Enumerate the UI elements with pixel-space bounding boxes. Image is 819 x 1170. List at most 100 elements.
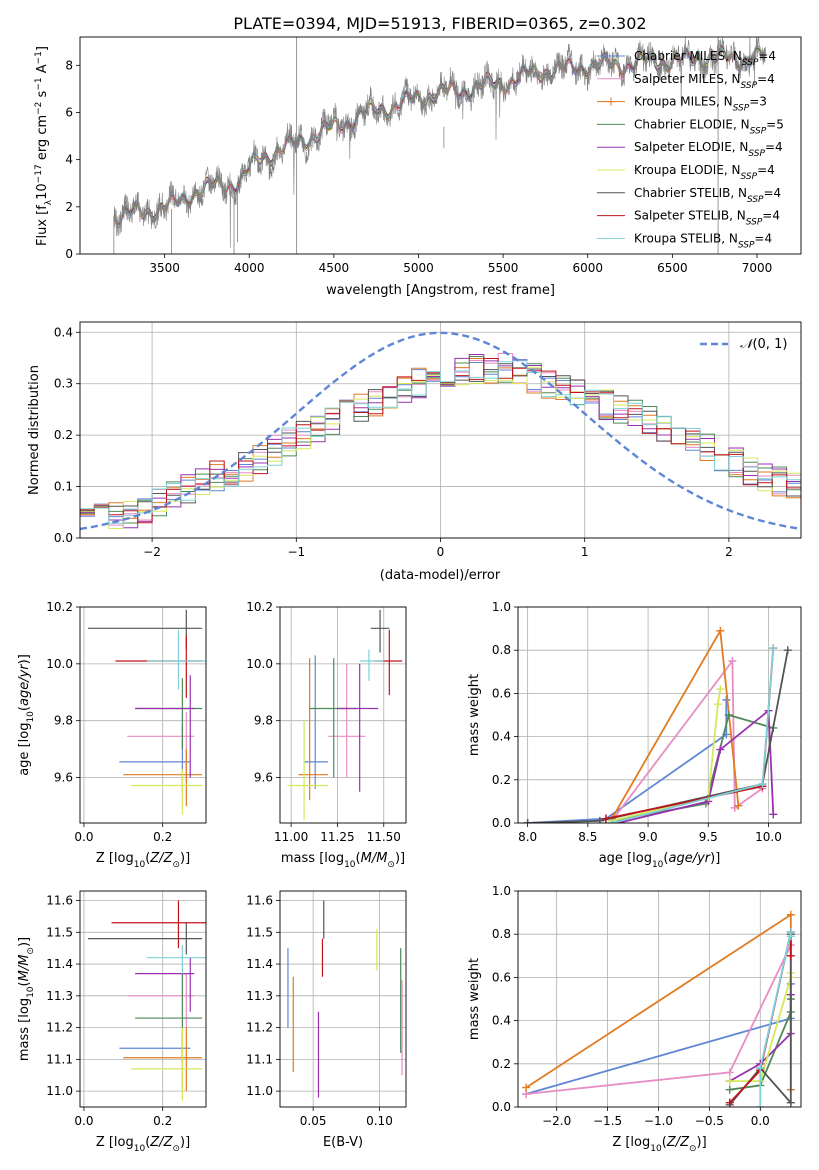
y-tick-label: 11.1 [46,1052,73,1066]
y-tick-label: 9.8 [54,714,73,728]
y-tick-label: 0.4 [54,325,73,339]
y-tick-label: 9.6 [254,771,273,785]
weight-point-marker [786,951,795,960]
legend-label: Kroupa ELODIE, NSSP=4 [634,163,775,182]
y-axis-label: Normed distribution [27,365,42,495]
legend: Chabrier MILES, NSSP=4 Salpeter MILES, NS… [597,49,784,250]
x-tick-label: 0 [437,545,445,559]
weight-vs-z-chart: −2.0 −1.5 −1.0 −0.5 0.0 0.0 0.2 0.4 0.6 0.8 1.0 Z [… [467,884,802,1154]
weight-point-marker [716,745,725,754]
weight-point-marker [713,700,722,709]
y-tick-label: 0.6 [492,686,511,700]
x-tick-label: −1.0 [644,1114,673,1128]
weight-point-marker [716,626,725,635]
y-tick-label: 0 [65,247,73,261]
x-tick-label: 11.00 [274,830,308,844]
residuals-chart: −2 −1 0 1 2 0.0 0.1 0.2 0.3 0.4 𝒩(0, 1) (data-model… [27,321,802,583]
weight-point-marker [758,780,767,789]
x-tick-label: 5000 [403,261,434,275]
weight-point-marker [522,1083,531,1092]
observed-spectrum-line [113,37,766,248]
weight-point-marker [725,1077,734,1086]
axes-frame [79,36,802,255]
x-tick-label: 3500 [149,261,180,275]
y-axis-label: Flux [fλ10−17 erg cm−2 s−1 A−1] [34,46,54,246]
plot-area [287,609,403,821]
legend-label: Chabrier STELIB, NSSP=4 [634,186,781,205]
x-tick-label: 4500 [319,261,350,275]
weight-point-marker [769,810,778,819]
plot-area [113,37,766,254]
x-tick-label: 11.25 [320,830,354,844]
legend-label: Chabrier ELODIE, NSSP=5 [634,117,784,136]
axes-frame [279,890,407,1108]
legend-label: Salpeter STELIB, NSSP=4 [634,209,780,228]
histogram-series [80,360,801,524]
legend-label: 𝒩(0, 1) [740,337,787,352]
y-axis-label: mass weight [467,674,482,756]
x-tick-label: 2 [725,545,733,559]
y-tick-label: 10.2 [46,600,73,614]
plot-area [87,609,206,815]
y-tick-label: 11.5 [246,925,273,939]
y-tick-label: 11.0 [46,1084,73,1098]
x-tick-label: −1 [287,545,305,559]
x-tick-label: 0.2 [153,830,172,844]
normal-reference-curve [80,331,801,531]
y-tick-label: 0.6 [492,970,511,984]
weight-vs-age-chart: 8.0 8.5 9.0 9.5 10.0 0.0 0.2 0.4 0.6 0.8 1.0 age [l… [467,600,802,870]
x-tick-label: 0.0 [74,1114,93,1128]
y-tick-label: 10.0 [46,657,73,671]
y-tick-label: 4 [65,153,73,167]
x-tick-label: −2.0 [542,1114,571,1128]
x-tick-label: 9.5 [699,830,718,844]
weight-series-line [605,647,775,820]
weight-series-line [611,627,740,820]
y-tick-label: 11.3 [246,989,273,1003]
y-tick-label: 11.5 [46,925,73,939]
mass-vs-z-chart: 0.0 0.2 11.0 11.1 11.2 11.3 11.4 11.5 11.6 Z [log… [17,890,207,1154]
y-tick-label: 0.0 [492,1100,511,1114]
x-axis-label: age [log10(age/yr)] [599,851,721,870]
weight-point-marker [786,1098,795,1107]
y-tick-label: 9.8 [254,714,273,728]
weight-point-marker [769,644,778,653]
plot-area [522,910,795,1107]
weight-series-line [611,688,722,822]
x-axis-label: E(B-V) [323,1135,363,1150]
y-tick-label: 0.4 [492,730,511,744]
x-tick-label: −2 [143,545,161,559]
x-tick-label: 0.05 [300,1114,327,1128]
axes-frame [517,606,802,824]
histogram-series [80,363,801,512]
axes-frame [79,890,207,1108]
y-tick-label: 11.4 [46,957,73,971]
spectrum-chart: 3500 4000 4500 5000 5500 6000 6500 7000 0 2 4 6 8 Cha… [34,36,802,298]
y-tick-label: 11.1 [246,1052,273,1066]
y-tick-label: 2 [65,200,73,214]
y-tick-label: 11.6 [46,894,73,908]
figure-title: PLATE=0394, MJD=51913, FIBERID=0365, z=0… [233,14,646,33]
legend-label: Chabrier MILES, NSSP=4 [634,49,776,68]
legend-label: Kroupa STELIB, NSSP=4 [634,231,772,250]
legend-label: Salpeter ELODIE, NSSP=4 [634,140,783,159]
y-tick-label: 11.4 [246,957,273,971]
y-tick-label: 0.1 [54,480,73,494]
weight-point-marker [607,819,616,823]
x-axis-label: Z [log10(Z/Z⊙)] [96,1135,190,1154]
y-axis-label: age [log10(age/yr)] [17,654,36,776]
weight-point-marker [595,816,604,823]
y-tick-label: 11.2 [46,1021,73,1035]
weight-series-line [527,699,728,823]
x-axis-label: Z [log10(Z/Z⊙)] [96,851,190,870]
age-vs-mass-chart: 11.00 11.25 11.50 9.6 9.8 10.0 10.2 mass [log10… [246,600,407,870]
axes-frame [279,606,407,824]
x-tick-label: 4000 [234,261,265,275]
y-tick-label: 1.0 [492,884,511,898]
x-tick-label: 9.0 [639,830,658,844]
weight-point-marker [786,932,795,941]
x-tick-label: 8.0 [518,830,537,844]
y-tick-label: 0.8 [492,643,511,657]
weight-point-marker [725,1085,734,1094]
